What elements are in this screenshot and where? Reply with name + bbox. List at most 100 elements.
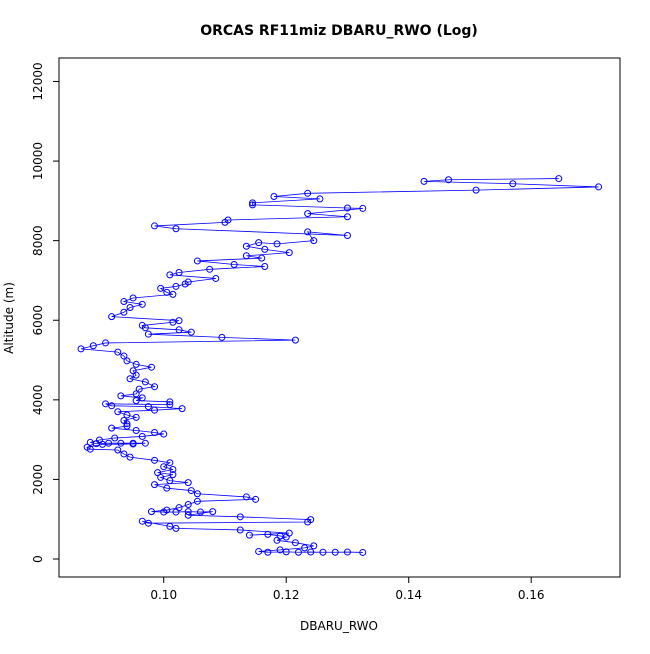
point (343, 231, 351, 239)
point (230, 261, 238, 269)
plot-frame (58, 57, 621, 578)
point (310, 237, 318, 245)
point (151, 481, 159, 489)
point (169, 471, 177, 479)
point (77, 345, 85, 353)
point (108, 402, 116, 410)
point (163, 484, 171, 492)
point (420, 177, 428, 185)
point (172, 508, 180, 516)
point (147, 508, 155, 516)
point (169, 465, 177, 473)
point (445, 176, 453, 184)
point (163, 288, 171, 296)
point (169, 290, 177, 298)
y-tick-label: 0 (31, 555, 45, 563)
point (264, 530, 272, 538)
x-tick-label: 0.10 (150, 588, 177, 602)
point (141, 378, 149, 386)
point (343, 204, 351, 212)
point (144, 403, 152, 411)
point (120, 352, 128, 360)
point (169, 318, 177, 326)
point (310, 542, 318, 550)
point (126, 375, 134, 383)
point (206, 265, 214, 273)
point (138, 432, 146, 440)
point (138, 300, 146, 308)
point (132, 360, 140, 368)
point (301, 544, 309, 552)
point (117, 439, 125, 447)
point (304, 518, 312, 526)
point (184, 500, 192, 508)
point (509, 180, 517, 188)
point (114, 408, 122, 416)
point (126, 453, 134, 461)
point (236, 513, 244, 521)
point (187, 328, 195, 336)
y-tick-label: 2000 (31, 464, 45, 495)
point (129, 294, 137, 302)
point (294, 548, 302, 556)
point (151, 222, 159, 230)
point (236, 526, 244, 534)
point (117, 392, 125, 400)
point (178, 405, 186, 413)
point (129, 440, 137, 448)
point (120, 308, 128, 316)
point (132, 371, 140, 379)
point (193, 257, 201, 265)
point (291, 539, 299, 547)
point (472, 186, 480, 194)
point (282, 533, 290, 541)
point (160, 508, 168, 516)
point (175, 317, 183, 325)
x-tick-label: 0.16 (518, 588, 545, 602)
point (108, 313, 116, 321)
point (111, 434, 119, 442)
point (245, 531, 253, 539)
point (249, 199, 257, 207)
point (135, 385, 143, 393)
point (120, 298, 128, 306)
point (255, 547, 263, 555)
point (276, 546, 284, 554)
point (255, 239, 263, 247)
x-tick-label: 0.14 (395, 588, 422, 602)
point (264, 548, 272, 556)
point (166, 271, 174, 279)
point (138, 517, 146, 525)
point (181, 280, 189, 288)
point (132, 426, 140, 434)
point (102, 339, 110, 347)
point (184, 511, 192, 519)
point (252, 495, 260, 503)
point (132, 397, 140, 405)
y-tick-label: 12000 (31, 62, 45, 100)
point (86, 445, 94, 453)
point (304, 228, 312, 236)
point (359, 204, 367, 212)
point (273, 240, 281, 248)
point (123, 411, 131, 419)
point (249, 201, 257, 209)
point (193, 497, 201, 505)
x-tick-label: 0.12 (273, 588, 300, 602)
point (218, 333, 226, 341)
point (196, 508, 204, 516)
point (123, 420, 131, 428)
point (154, 469, 162, 477)
point (209, 508, 217, 516)
y-tick-label: 8000 (31, 225, 45, 256)
point (151, 383, 159, 391)
chart-title: ORCAS RF11miz DBARU_RWO (Log) (200, 23, 478, 39)
point (141, 324, 149, 332)
point (291, 336, 299, 344)
point (98, 440, 106, 448)
point (132, 413, 140, 421)
y-axis-label: Altitude (m) (2, 282, 16, 354)
point (147, 363, 155, 371)
point (304, 210, 312, 218)
